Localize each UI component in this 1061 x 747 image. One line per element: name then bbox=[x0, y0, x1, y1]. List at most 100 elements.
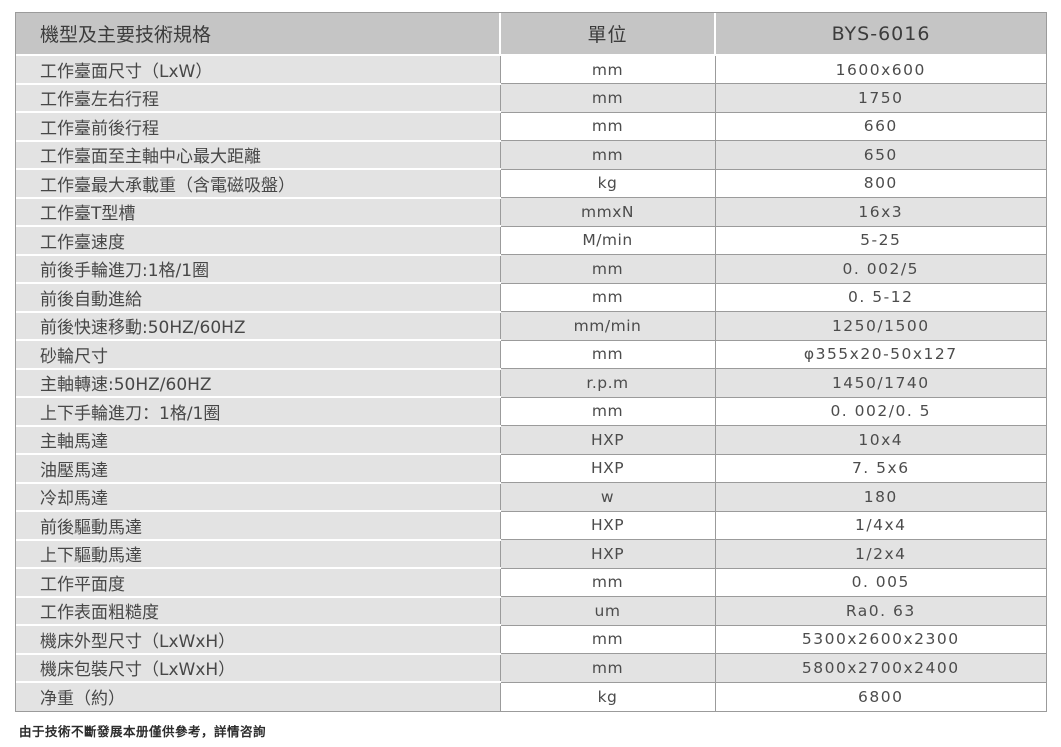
column-header-spec: 機型及主要技術規格 bbox=[16, 13, 501, 56]
spec-name-cell: 機床包裝尺寸（LxWxH） bbox=[16, 653, 501, 683]
spec-name-cell: 機床外型尺寸（LxWxH） bbox=[16, 625, 501, 655]
unit-cell: mm bbox=[500, 140, 716, 170]
value-cell: 660 bbox=[715, 112, 1046, 141]
value-cell: 5300x2600x2300 bbox=[715, 625, 1046, 654]
spec-name-cell: 工作臺速度 bbox=[16, 226, 501, 256]
table-row: 前後快速移動:50HZ/60HZ mm/min 1250/1500 bbox=[16, 311, 1046, 341]
spec-name-cell: 前後手輪進刀:1格/1圈 bbox=[16, 254, 501, 284]
spec-name-cell: 冷却馬達 bbox=[16, 482, 501, 512]
unit-cell: mm bbox=[500, 83, 716, 113]
unit-cell: r.p.m bbox=[500, 368, 716, 398]
column-header-unit: 單位 bbox=[500, 13, 716, 56]
value-cell: 10x4 bbox=[715, 425, 1046, 455]
value-cell: 0. 005 bbox=[715, 568, 1046, 597]
table-row: 上下驅動馬達 HXP 1/2x4 bbox=[16, 539, 1046, 569]
unit-cell: HXP bbox=[500, 454, 716, 483]
spec-table: 機型及主要技術規格 單位 BYS-6016 工作臺面尺寸（LxW） mm 160… bbox=[16, 13, 1046, 711]
value-cell: 16x3 bbox=[715, 197, 1046, 227]
unit-cell: mm bbox=[500, 55, 716, 84]
unit-cell: M/min bbox=[500, 226, 716, 255]
footer-note: 由于技術不斷發展本册僅供參考，詳情咨詢 bbox=[19, 724, 267, 739]
value-cell: 1600x600 bbox=[715, 55, 1046, 84]
table-row: 工作表面粗糙度 um Ra0. 63 bbox=[16, 596, 1046, 626]
table-row: 前後驅動馬達 HXP 1/4x4 bbox=[16, 511, 1046, 541]
spec-name-cell: 工作表面粗糙度 bbox=[16, 596, 501, 626]
spec-name-cell: 工作平面度 bbox=[16, 568, 501, 598]
unit-cell: HXP bbox=[500, 539, 716, 569]
value-cell: 0. 002/5 bbox=[715, 254, 1046, 284]
table-row: 前後自動進給 mm 0. 5-12 bbox=[16, 283, 1046, 313]
table-header-row: 機型及主要技術規格 單位 BYS-6016 bbox=[16, 13, 1046, 56]
value-cell: 800 bbox=[715, 169, 1046, 198]
table-row: 主軸轉速:50HZ/60HZ r.p.m 1450/1740 bbox=[16, 368, 1046, 398]
table-row: 工作臺T型槽 mmxN 16x3 bbox=[16, 197, 1046, 227]
value-cell: 180 bbox=[715, 482, 1046, 512]
value-cell: Ra0. 63 bbox=[715, 596, 1046, 626]
unit-cell: mm bbox=[500, 112, 716, 141]
spec-name-cell: 上下手輪進刀：1格/1圈 bbox=[16, 397, 501, 427]
value-cell: 1250/1500 bbox=[715, 311, 1046, 341]
table-row: 工作臺前後行程 mm 660 bbox=[16, 112, 1046, 142]
table-row: 工作平面度 mm 0. 005 bbox=[16, 568, 1046, 598]
unit-cell: mm bbox=[500, 397, 716, 426]
value-cell: φ355x20-50x127 bbox=[715, 340, 1046, 369]
table-row: 機床外型尺寸（LxWxH） mm 5300x2600x2300 bbox=[16, 625, 1046, 655]
spec-name-cell: 前後快速移動:50HZ/60HZ bbox=[16, 311, 501, 341]
spec-name-cell: 前後驅動馬達 bbox=[16, 511, 501, 541]
table-row: 工作臺最大承載重（含電磁吸盤） kg 800 bbox=[16, 169, 1046, 199]
spec-name-cell: 前後自動進給 bbox=[16, 283, 501, 313]
spec-name-cell: 上下驅動馬達 bbox=[16, 539, 501, 569]
spec-name-cell: 主軸馬達 bbox=[16, 425, 501, 455]
unit-cell: um bbox=[500, 596, 716, 626]
spec-name-cell: 油壓馬達 bbox=[16, 454, 501, 484]
spec-name-cell: 工作臺前後行程 bbox=[16, 112, 501, 142]
column-header-model: BYS-6016 bbox=[715, 13, 1046, 56]
spec-name-cell: 工作臺面尺寸（LxW） bbox=[16, 55, 501, 85]
unit-cell: HXP bbox=[500, 425, 716, 455]
value-cell: 650 bbox=[715, 140, 1046, 170]
unit-cell: w bbox=[500, 482, 716, 512]
table-row: 工作臺速度 M/min 5-25 bbox=[16, 226, 1046, 256]
unit-cell: kg bbox=[500, 682, 716, 711]
value-cell: 6800 bbox=[715, 682, 1046, 711]
value-cell: 5-25 bbox=[715, 226, 1046, 255]
spec-table-frame: 機型及主要技術規格 單位 BYS-6016 工作臺面尺寸（LxW） mm 160… bbox=[15, 12, 1047, 712]
table-row: 機床包裝尺寸（LxWxH） mm 5800x2700x2400 bbox=[16, 653, 1046, 683]
table-row: 砂輪尺寸 mm φ355x20-50x127 bbox=[16, 340, 1046, 370]
unit-cell: mm bbox=[500, 625, 716, 654]
table-row: 净重（約） kg 6800 bbox=[16, 682, 1046, 711]
table-row: 前後手輪進刀:1格/1圈 mm 0. 002/5 bbox=[16, 254, 1046, 284]
spec-name-cell: 砂輪尺寸 bbox=[16, 340, 501, 370]
unit-cell: HXP bbox=[500, 511, 716, 540]
value-cell: 1750 bbox=[715, 83, 1046, 113]
table-row: 工作臺面至主軸中心最大距離 mm 650 bbox=[16, 140, 1046, 170]
value-cell: 1/2x4 bbox=[715, 539, 1046, 569]
value-cell: 5800x2700x2400 bbox=[715, 653, 1046, 683]
value-cell: 1450/1740 bbox=[715, 368, 1046, 398]
table-row: 上下手輪進刀：1格/1圈 mm 0. 002/0. 5 bbox=[16, 397, 1046, 427]
value-cell: 7. 5x6 bbox=[715, 454, 1046, 483]
spec-name-cell: 主軸轉速:50HZ/60HZ bbox=[16, 368, 501, 398]
unit-cell: mm bbox=[500, 283, 716, 312]
table-row: 工作臺面尺寸（LxW） mm 1600x600 bbox=[16, 55, 1046, 85]
unit-cell: mm/min bbox=[500, 311, 716, 341]
value-cell: 1/4x4 bbox=[715, 511, 1046, 540]
table-row: 冷却馬達 w 180 bbox=[16, 482, 1046, 512]
spec-name-cell: 工作臺左右行程 bbox=[16, 83, 501, 113]
table-row: 工作臺左右行程 mm 1750 bbox=[16, 83, 1046, 113]
unit-cell: mmxN bbox=[500, 197, 716, 227]
value-cell: 0. 5-12 bbox=[715, 283, 1046, 312]
unit-cell: mm bbox=[500, 254, 716, 284]
unit-cell: mm bbox=[500, 340, 716, 369]
value-cell: 0. 002/0. 5 bbox=[715, 397, 1046, 426]
unit-cell: mm bbox=[500, 653, 716, 683]
spec-name-cell: 工作臺T型槽 bbox=[16, 197, 501, 227]
table-row: 主軸馬達 HXP 10x4 bbox=[16, 425, 1046, 455]
table-row: 油壓馬達 HXP 7. 5x6 bbox=[16, 454, 1046, 484]
spec-name-cell: 净重（約） bbox=[16, 682, 501, 711]
unit-cell: kg bbox=[500, 169, 716, 198]
spec-name-cell: 工作臺面至主軸中心最大距離 bbox=[16, 140, 501, 170]
unit-cell: mm bbox=[500, 568, 716, 597]
spec-name-cell: 工作臺最大承載重（含電磁吸盤） bbox=[16, 169, 501, 199]
